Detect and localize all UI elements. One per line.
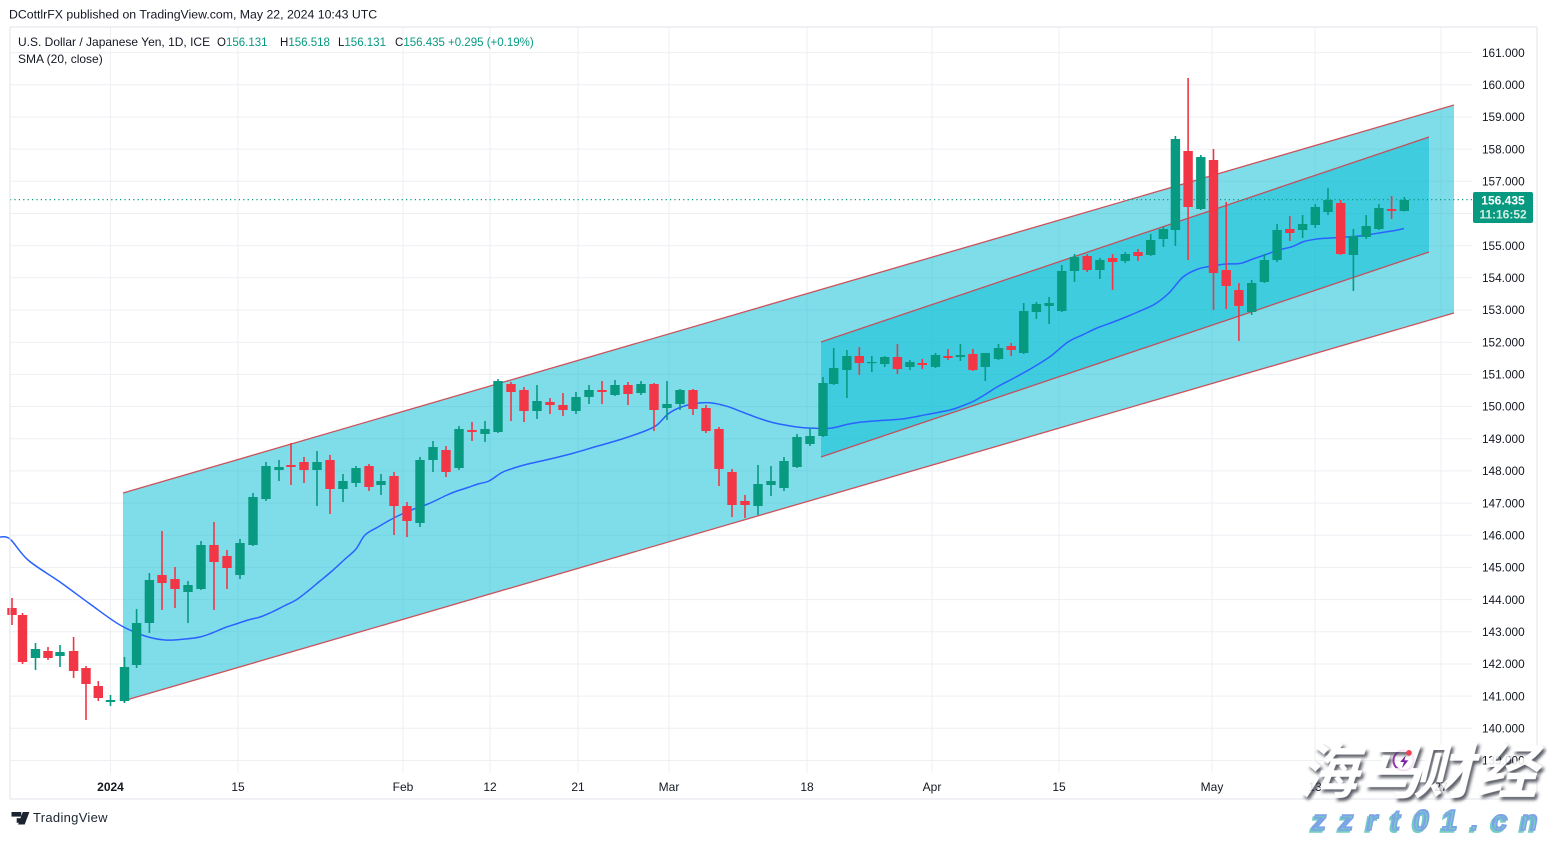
svg-text:Mar: Mar [659, 780, 680, 794]
svg-text:11:16:52: 11:16:52 [1479, 208, 1527, 222]
svg-text:160.000: 160.000 [1482, 78, 1525, 92]
svg-text:159.000: 159.000 [1482, 110, 1525, 124]
svg-text:147.000: 147.000 [1482, 496, 1525, 510]
svg-text:149.000: 149.000 [1482, 432, 1525, 446]
svg-text:143.000: 143.000 [1482, 625, 1525, 639]
svg-text:151.000: 151.000 [1482, 368, 1525, 382]
svg-text:SMA (20, close): SMA (20, close) [18, 52, 103, 66]
svg-text:141.000: 141.000 [1482, 689, 1525, 703]
svg-text:DCottlrFX published on Trading: DCottlrFX published on TradingView.com, … [9, 8, 377, 22]
svg-text:152.000: 152.000 [1482, 335, 1525, 349]
svg-text:15: 15 [1052, 780, 1066, 794]
svg-text:zzrt01.cn: zzrt01.cn [1311, 805, 1547, 836]
svg-text:161.000: 161.000 [1482, 46, 1525, 60]
svg-text:150.000: 150.000 [1482, 400, 1525, 414]
svg-text:TradingView: TradingView [33, 810, 108, 825]
svg-text:21: 21 [571, 780, 585, 794]
svg-text:148.000: 148.000 [1482, 464, 1525, 478]
svg-text:May: May [1201, 780, 1224, 794]
svg-text:Feb: Feb [393, 780, 414, 794]
svg-text:18: 18 [800, 780, 814, 794]
svg-text:15: 15 [231, 780, 245, 794]
svg-text:12: 12 [483, 780, 497, 794]
svg-text:154.000: 154.000 [1482, 271, 1525, 285]
svg-text:144.000: 144.000 [1482, 593, 1525, 607]
svg-text:153.000: 153.000 [1482, 303, 1525, 317]
svg-text:140.000: 140.000 [1482, 722, 1525, 736]
svg-text:156.435: 156.435 [1481, 194, 1525, 208]
svg-text:155.000: 155.000 [1482, 239, 1525, 253]
svg-text:145.000: 145.000 [1482, 561, 1525, 575]
svg-text:146.000: 146.000 [1482, 529, 1525, 543]
svg-text:157.000: 157.000 [1482, 175, 1525, 189]
svg-text:2024: 2024 [97, 780, 124, 794]
svg-text:142.000: 142.000 [1482, 657, 1525, 671]
svg-text:158.000: 158.000 [1482, 142, 1525, 156]
svg-text:Apr: Apr [923, 780, 942, 794]
